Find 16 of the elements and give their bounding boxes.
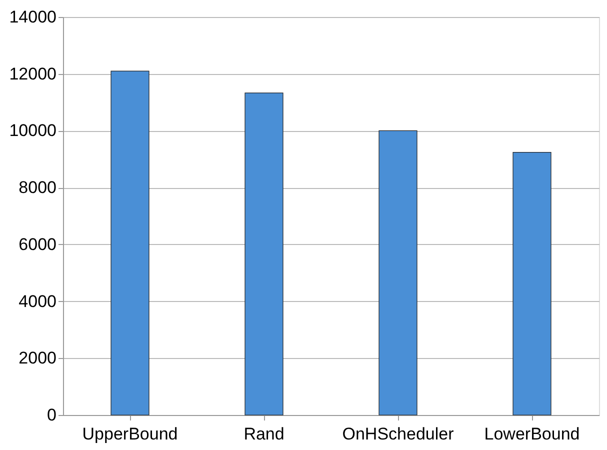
y-tick-label: 6000 <box>18 234 56 254</box>
bar <box>244 92 284 416</box>
y-tick-label: 8000 <box>18 178 56 198</box>
x-tick-label: UpperBound <box>82 424 178 444</box>
y-tick-label: 14000 <box>9 8 56 26</box>
y-tick-label: 0 <box>47 406 56 424</box>
y-tick-label: 2000 <box>18 348 56 368</box>
bar <box>378 130 418 416</box>
y-tick-label: 12000 <box>9 64 56 84</box>
x-tick-label: OnHScheduler <box>342 424 454 444</box>
bar <box>512 152 552 416</box>
bar <box>110 70 150 416</box>
y-tick-label: 10000 <box>9 121 56 140</box>
x-tick-label: Rand <box>244 424 284 444</box>
x-tick-label: LowerBound <box>484 424 580 444</box>
y-tick-label: 4000 <box>18 292 56 311</box>
